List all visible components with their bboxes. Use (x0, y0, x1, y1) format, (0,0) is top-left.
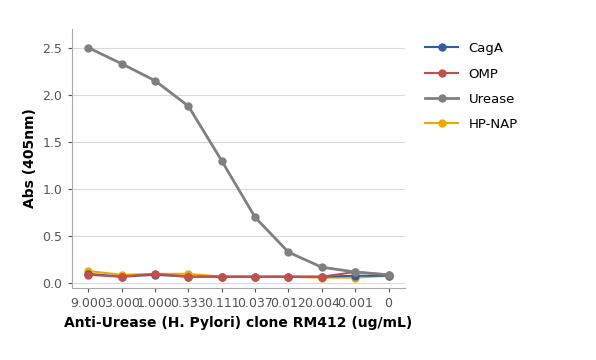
OMP (218, 275, 225, 279)
OMP (352, 270, 359, 274)
CagA (218, 275, 225, 279)
HP-NAP (218, 275, 225, 279)
HP-NAP (385, 274, 392, 278)
HP-NAP (252, 275, 259, 279)
CagA (151, 273, 159, 277)
OMP (85, 273, 92, 277)
X-axis label: Anti-Urease (H. Pylori) clone RM412 (ug/mL): Anti-Urease (H. Pylori) clone RM412 (ug/… (64, 316, 412, 330)
Urease (385, 273, 392, 277)
CagA (118, 275, 125, 279)
HP-NAP (151, 272, 159, 276)
OMP (185, 275, 192, 279)
Line: Urease: Urease (85, 44, 392, 278)
OMP (318, 275, 325, 279)
Urease (218, 159, 225, 163)
Y-axis label: Abs (405nm): Abs (405nm) (23, 108, 37, 208)
CagA (85, 272, 92, 276)
CagA (385, 274, 392, 278)
CagA (352, 274, 359, 278)
CagA (318, 275, 325, 279)
HP-NAP (285, 275, 292, 279)
HP-NAP (85, 269, 92, 273)
Urease (185, 104, 192, 108)
Line: CagA: CagA (85, 270, 392, 280)
Urease (318, 265, 325, 269)
OMP (118, 275, 125, 279)
OMP (252, 275, 259, 279)
CagA (185, 275, 192, 279)
Urease (285, 250, 292, 255)
Urease (352, 270, 359, 274)
CagA (252, 275, 259, 279)
Legend: CagA, OMP, Urease, HP-NAP: CagA, OMP, Urease, HP-NAP (418, 35, 524, 138)
Line: OMP: OMP (85, 269, 392, 280)
HP-NAP (185, 272, 192, 276)
CagA (285, 275, 292, 279)
HP-NAP (118, 273, 125, 277)
Urease (252, 215, 259, 220)
HP-NAP (352, 275, 359, 280)
OMP (151, 272, 159, 276)
OMP (385, 273, 392, 277)
Urease (85, 45, 92, 50)
Line: HP-NAP: HP-NAP (85, 267, 392, 281)
HP-NAP (318, 275, 325, 280)
OMP (285, 275, 292, 279)
Urease (118, 62, 125, 66)
Urease (151, 78, 159, 83)
